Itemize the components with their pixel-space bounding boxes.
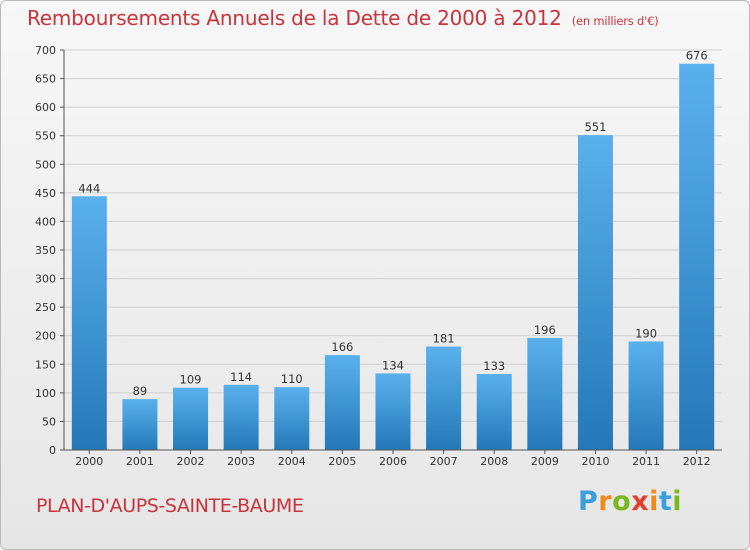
logo-letter: i [672,486,683,517]
x-tick-label-2011: 2011 [632,455,660,468]
bars [71,63,715,450]
chart-title: Remboursements Annuels de la Dette de 20… [27,6,659,30]
value-label-2012: 676 [686,49,708,63]
logo-letter: t [658,486,673,517]
value-label-2000: 444 [78,181,100,195]
value-label-2005: 166 [331,340,353,354]
bar-2003 [223,384,259,450]
y-tick-label: 700 [35,44,56,57]
y-tick-label: 550 [35,130,56,143]
value-label-2006: 134 [382,358,404,372]
bar-2007 [426,346,462,450]
bar-2004 [274,387,310,450]
bar-2002 [173,387,209,450]
value-label-2008: 133 [483,359,505,373]
x-axis: 2000 2001 2002 2003 2004 2005 2006 2007 2008 2009… [64,449,722,468]
value-label-2010: 551 [584,120,606,134]
logo-letter: P [578,486,599,517]
bar-2005 [324,355,360,450]
x-tick-label-2007: 2007 [430,455,458,468]
y-tick-label: 350 [35,244,56,257]
y-tick-label: 50 [42,415,56,428]
x-tick-label-2009: 2009 [531,455,559,468]
y-tick-label: 150 [35,358,56,371]
value-label-2004: 110 [281,372,303,386]
logo-letter: x [631,486,650,517]
x-tick-label-2003: 2003 [227,455,255,468]
x-tick-label-2001: 2001 [126,455,154,468]
y-axis: 0 50 100 150 200 250 300 350 400 450 500 550 600 650 7… [35,44,65,457]
bar-2011 [628,341,664,450]
y-tick-label: 300 [35,273,56,286]
value-label-2001: 89 [133,384,148,398]
y-tick-label: 0 [49,444,56,457]
bar-2012 [679,63,715,450]
logo-letter: i [649,486,659,517]
title-text: Remboursements Annuels de la Dette de 20… [27,6,562,30]
bar-2009 [527,338,563,450]
x-tick-label-2004: 2004 [278,455,306,468]
commune-name: PLAN-D'AUPS-SAINTE-BAUME [36,495,304,517]
bar-2006 [375,373,411,450]
y-tick-label: 500 [35,158,56,171]
y-tick-label: 400 [35,215,56,228]
y-tick-label: 100 [35,387,56,400]
y-tick-label: 250 [35,301,56,314]
value-label-2009: 196 [534,323,556,337]
bar-2000 [71,196,107,450]
value-labels: 444 89 109 114 110 166 134 181 133 196 551 190 676 [78,49,707,398]
value-label-2011: 190 [635,326,657,340]
unit-label: (en milliers d'€) [571,14,659,28]
proxiti-logo: Proxiti [578,486,682,517]
value-label-2007: 181 [433,332,455,346]
x-tick-label-2002: 2002 [177,455,205,468]
x-tick-label-2010: 2010 [581,455,609,468]
x-tick-label-2012: 2012 [683,455,711,468]
bar-2008 [476,374,512,450]
y-tick-label: 450 [35,187,56,200]
logo-letter: o [612,486,632,517]
bar-2010 [577,135,613,450]
y-tick-label: 650 [35,73,56,86]
x-tick-label-2005: 2005 [328,455,356,468]
y-tick-label: 200 [35,330,56,343]
bar-2001 [122,399,158,450]
y-tick-label: 600 [35,101,56,114]
logo-letter: r [598,486,613,517]
x-tick-label-2006: 2006 [379,455,407,468]
x-tick-label-2008: 2008 [480,455,508,468]
x-tick-label-2000: 2000 [75,455,103,468]
value-label-2002: 109 [180,373,202,387]
value-label-2003: 114 [230,370,252,384]
